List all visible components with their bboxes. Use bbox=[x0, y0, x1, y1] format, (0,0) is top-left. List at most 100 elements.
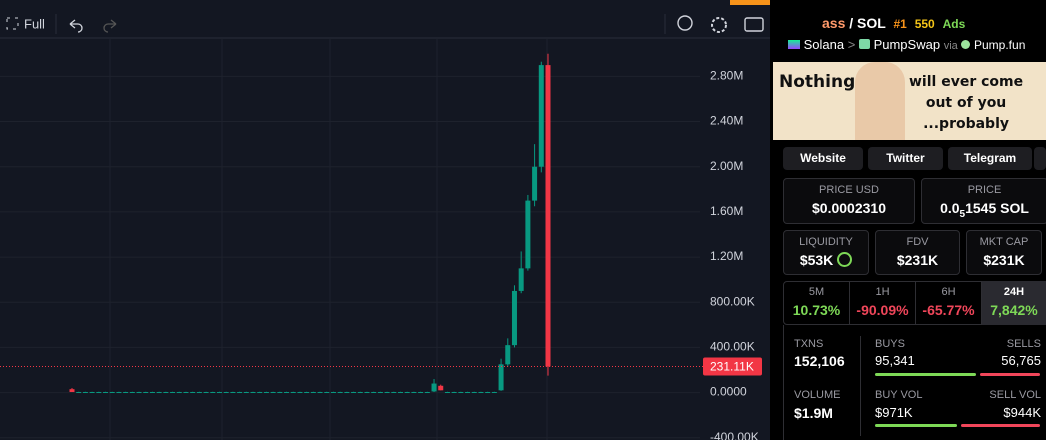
candle-body bbox=[391, 392, 397, 394]
chain[interactable]: Solana bbox=[803, 37, 845, 52]
activity bbox=[783, 325, 1046, 440]
candle-body bbox=[250, 392, 256, 394]
value: $0.0002310 bbox=[812, 200, 886, 216]
candle-body bbox=[317, 392, 323, 394]
candle-body bbox=[458, 392, 464, 394]
label: MKT CAP bbox=[979, 236, 1029, 248]
separator: / bbox=[849, 15, 854, 31]
candle-body bbox=[491, 392, 497, 394]
dex[interactable]: PumpSwap bbox=[873, 37, 941, 52]
candle-body bbox=[357, 392, 363, 394]
full-icon[interactable] bbox=[6, 17, 19, 30]
candle-body bbox=[297, 392, 303, 394]
candle-body bbox=[136, 392, 142, 394]
candle-body bbox=[438, 385, 444, 391]
launchpad-icon bbox=[961, 40, 971, 49]
candle-body bbox=[116, 392, 122, 394]
candle-body bbox=[82, 392, 88, 394]
more-links[interactable] bbox=[1034, 147, 1046, 170]
candle-body bbox=[143, 392, 149, 394]
candle-body bbox=[290, 392, 296, 394]
label: LIQUIDITY bbox=[799, 236, 853, 248]
timeframe-5m[interactable]: 5M 10.73% bbox=[784, 281, 850, 325]
y-tick-label: 400.00K bbox=[710, 340, 755, 354]
link-text: Website bbox=[800, 151, 846, 165]
value: -65.77% bbox=[922, 302, 975, 318]
twitter-link[interactable]: Twitter bbox=[868, 147, 943, 170]
launchpad[interactable]: Pump.fun bbox=[974, 38, 1026, 52]
candle-body bbox=[451, 392, 457, 394]
candle-body bbox=[277, 392, 283, 394]
sells-value: 56,765 bbox=[1001, 353, 1041, 368]
timeframe-24h[interactable]: 24H 7,842% bbox=[982, 281, 1046, 325]
banner-left: Nothing bbox=[779, 72, 856, 92]
buy-vol-bar bbox=[875, 424, 957, 427]
undo-button[interactable] bbox=[69, 19, 83, 33]
candle-body bbox=[518, 268, 524, 291]
value: $53K bbox=[784, 252, 868, 268]
settings-button[interactable] bbox=[711, 17, 727, 33]
value: 0.051545 SOL bbox=[922, 200, 1046, 220]
candle-body bbox=[411, 392, 417, 394]
boosts: 550 bbox=[914, 17, 935, 31]
candle-body bbox=[284, 392, 290, 394]
last-price-label: 231.11K bbox=[710, 360, 754, 374]
telegram-link[interactable]: Telegram bbox=[948, 147, 1032, 170]
banner-art bbox=[855, 62, 905, 140]
ads[interactable]: Ads bbox=[942, 17, 966, 31]
value-text: $53K bbox=[799, 252, 834, 268]
buy-vol-label: BUY VOL bbox=[875, 389, 923, 401]
toolbar bbox=[0, 0, 770, 38]
candle-body bbox=[304, 392, 310, 394]
candle-body bbox=[190, 392, 196, 394]
candle-body bbox=[156, 392, 162, 394]
volume-value: $1.9M bbox=[794, 405, 833, 421]
lock-icon bbox=[837, 252, 853, 267]
candle-body bbox=[545, 65, 551, 367]
timeframe-6h[interactable]: 6H -65.77% bbox=[916, 281, 982, 325]
value: $231K bbox=[983, 252, 1025, 268]
candle-body bbox=[310, 392, 316, 394]
candle-body bbox=[89, 392, 95, 394]
indicator-button[interactable] bbox=[677, 15, 693, 31]
y-tick-label: 2.80M bbox=[710, 69, 743, 83]
redo-button[interactable] bbox=[103, 19, 117, 33]
candle-body bbox=[230, 392, 236, 394]
candle-body bbox=[163, 392, 169, 394]
divider bbox=[860, 336, 861, 436]
txns-value: 152,106 bbox=[794, 353, 845, 369]
timeframe-1h[interactable]: 1H -90.09% bbox=[850, 281, 916, 325]
website-link[interactable]: Website bbox=[783, 147, 863, 170]
tail: 1545 SOL bbox=[965, 200, 1029, 216]
candle-body bbox=[418, 392, 424, 394]
volume-label: VOLUME bbox=[794, 389, 841, 401]
y-tick-label: 800.00K bbox=[710, 294, 755, 308]
top-button[interactable] bbox=[730, 0, 770, 5]
full-button[interactable]: Full bbox=[24, 16, 45, 31]
sell-vol-value: $944K bbox=[1003, 405, 1041, 420]
candle-body bbox=[257, 392, 263, 394]
label: 5M bbox=[808, 286, 825, 298]
buys-value: 95,341 bbox=[875, 353, 915, 368]
dex-icon bbox=[858, 39, 870, 49]
value: 7,842% bbox=[990, 302, 1038, 318]
chain-icon bbox=[788, 40, 800, 49]
candle-body bbox=[243, 392, 249, 394]
candle-body bbox=[538, 65, 544, 167]
candle-body bbox=[351, 392, 357, 394]
candle-body bbox=[149, 392, 155, 394]
liquidity: LIQUIDITY $53K bbox=[783, 230, 869, 275]
arrow: > bbox=[847, 37, 856, 52]
screenshot-button[interactable] bbox=[744, 17, 764, 32]
label: FDV bbox=[906, 236, 929, 248]
chart: Full 2.80M 2.40M 2.00M 1.60M 1.20M 800.00K 400… bbox=[0, 0, 770, 440]
label: PRICE USD bbox=[819, 184, 879, 196]
last-price-box bbox=[703, 357, 762, 376]
y-tick-label: 1.20M bbox=[710, 249, 743, 263]
candle-body bbox=[109, 392, 115, 394]
candle-body bbox=[270, 392, 276, 394]
y-tick-label: 0.0000 bbox=[710, 385, 747, 399]
chart-bg bbox=[0, 0, 770, 440]
label: 1H bbox=[875, 286, 890, 298]
